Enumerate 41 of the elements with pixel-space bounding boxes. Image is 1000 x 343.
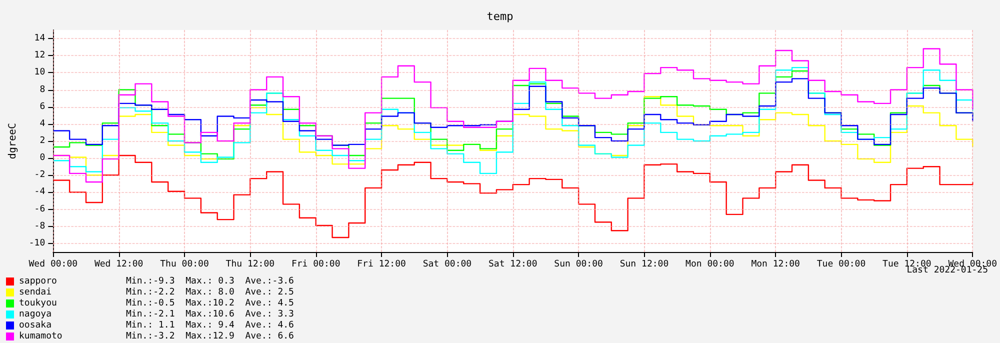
x-tick-label: Sat 00:00 (422, 260, 472, 270)
y-tick-label: 12 (34, 50, 46, 61)
text: Last 2022-01-25 (906, 266, 988, 276)
y-tick-label: -8 (34, 221, 46, 232)
x-tick-label: Mon 00:00 (686, 260, 734, 270)
y-tick-label: -6 (34, 204, 46, 214)
x-tick-label: Sat 12:00 (488, 260, 538, 270)
y-tick-label: 4 (40, 118, 46, 129)
text: Min.:-2.1 Max.:10.6 Ave.: 3.3 (126, 310, 294, 320)
x-tick-label: Sun 00:00 (554, 260, 603, 270)
x-tick-label: Fri 12:00 (357, 260, 406, 270)
y-tick-label: 0 (40, 153, 46, 164)
text: Min.:-2.2 Max.: 8.0 Ave.: 2.5 (126, 288, 294, 298)
y-tick-label: -2 (34, 170, 46, 180)
chart-title: temp (486, 10, 514, 23)
legend-label: kumamoto (19, 332, 62, 342)
y-axis-title: dgreeC (8, 122, 18, 160)
x-tick-label: Mon 12:00 (751, 260, 800, 270)
text: Min.:-3.2 Max.:12.9 Ave.: 6.6 (126, 332, 294, 342)
legend-label: nagoya (19, 310, 52, 320)
y-tick-label: 8 (40, 84, 46, 95)
x-tick-label: Sun 12:00 (620, 260, 669, 270)
y-tick-label: 14 (34, 34, 46, 44)
x-tick-label: Wed 12:00 (94, 260, 144, 270)
text: Min.:-9.3 Max.: 0.3 Ave.:-3.6 (126, 276, 294, 286)
legend-label: sendai (19, 288, 52, 298)
text: Min.: 1.1 Max.: 9.4 Ave.: 4.6 (126, 320, 294, 330)
x-tick-label: Thu 12:00 (226, 260, 275, 270)
x-tick-label: Wed 00:00 (28, 260, 78, 270)
y-tick-label: 10 (34, 68, 46, 78)
legend-label: toukyou (19, 298, 57, 308)
y-tick-label: 6 (40, 102, 46, 112)
x-tick-label: Fri 00:00 (291, 260, 340, 270)
x-tick-label: Thu 00:00 (160, 260, 209, 270)
legend-label: oosaka (19, 320, 52, 330)
y-tick-label: 2 (40, 136, 46, 146)
text: Min.:-0.5 Max.:10.2 Ave.: 4.5 (126, 298, 294, 308)
y-tick-label: -10 (28, 238, 46, 248)
legend-label: sapporo (19, 276, 57, 286)
y-tick-label: -4 (34, 187, 46, 198)
x-tick-label: Tue 00:00 (816, 260, 866, 270)
